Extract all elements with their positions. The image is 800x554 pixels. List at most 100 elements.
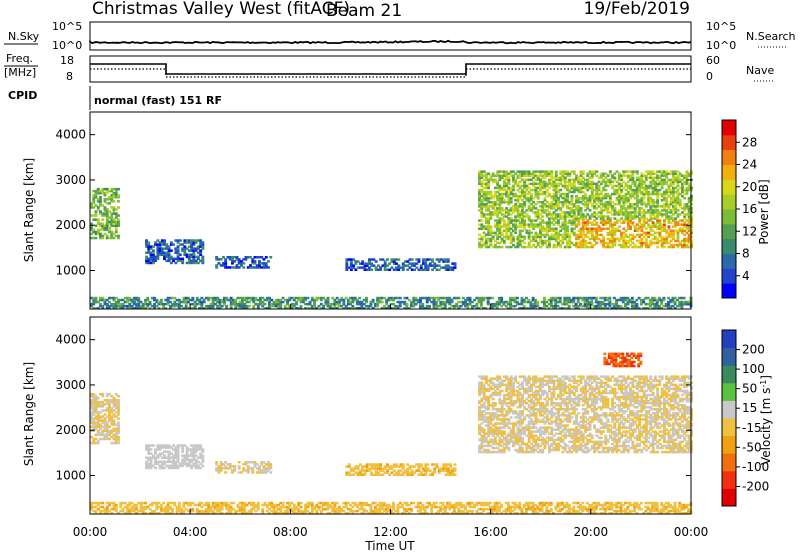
echo-cell-810 [487, 422, 491, 425]
echo-cell-3399 [398, 304, 402, 308]
echo-cell-1904 [597, 199, 601, 202]
echo-cell-3652 [556, 296, 560, 300]
echo-cell-19 [92, 196, 96, 199]
echo-cell-1582 [566, 172, 569, 175]
echo-cell-1046 [509, 434, 513, 437]
echo-cell-1006 [514, 227, 518, 230]
echo-cell-1186 [530, 188, 533, 192]
echo-cell-265 [167, 245, 171, 248]
echo-cell-559 [417, 260, 421, 263]
echo-cell-3813 [648, 302, 652, 306]
echo-cell-868 [491, 391, 495, 395]
echo-cell-3620 [536, 300, 540, 304]
echo-cell-2966 [137, 307, 141, 310]
echo-cell-3784 [630, 307, 634, 310]
echo-cell-2608 [665, 199, 669, 202]
echo-cell-53 [99, 222, 102, 225]
echo-cell-3835 [660, 307, 664, 310]
echo-cell-3508 [466, 304, 470, 308]
echo-cell-1416 [552, 207, 556, 210]
echo-cell-3558 [497, 298, 501, 302]
echo-cell-1274 [539, 192, 542, 196]
echo-cell-2204 [626, 186, 630, 190]
echo-cell-3166 [254, 302, 258, 306]
echo-cell-257 [156, 462, 160, 466]
echo-cell-924 [498, 438, 502, 442]
echo-cell-2057 [613, 229, 617, 232]
echo-cell-568 [379, 469, 383, 472]
echo-cell-452 [267, 266, 270, 269]
echo-cell-1044 [516, 182, 520, 186]
echo-cell-505 [269, 467, 273, 470]
echo-cell-721 [487, 237, 491, 241]
echo-cell-1053 [509, 408, 513, 411]
echo-cell-3000 [157, 302, 161, 306]
echo-cell-1428 [552, 176, 556, 179]
echo-cell-15 [92, 206, 96, 209]
echo-cell-1491 [559, 213, 563, 216]
echo-cell-3798 [637, 307, 641, 310]
echo-cell-203 [149, 253, 153, 256]
echo-cell-2767 [681, 229, 684, 232]
echo-cell-164 [112, 441, 116, 445]
echo-cell-1507 [561, 235, 565, 239]
echo-cell-3520 [473, 298, 476, 302]
echo-cell-647 [480, 235, 484, 239]
echo-cell-3686 [576, 300, 580, 304]
echo-cell-3160 [250, 296, 253, 300]
echo-cell-1440 [554, 215, 558, 218]
echo-cell-652 [480, 215, 484, 218]
echo-cell-2395 [644, 178, 648, 182]
echo-cell-3670 [567, 304, 571, 308]
echo-cell-974 [509, 192, 513, 196]
echo-cell-3374 [383, 304, 386, 308]
echo-cell-228 [156, 239, 160, 242]
echo-cell-881 [493, 428, 497, 431]
echo-cell-1094 [521, 190, 524, 194]
echo-cell-2437 [649, 199, 653, 202]
echo-cell-602 [444, 264, 448, 267]
echo-cell-3136 [238, 304, 242, 308]
echo-cell-211 [151, 253, 155, 256]
echo-cell-429 [217, 469, 221, 472]
echo-cell-86 [99, 392, 102, 396]
echo-cell-146 [112, 208, 116, 211]
echo-cell-700 [478, 426, 481, 429]
echo-cell-3541 [486, 298, 490, 302]
echo-cell-1633 [572, 223, 576, 226]
echo-cell-3588 [518, 302, 522, 306]
echo-cell-182 [145, 259, 148, 263]
echo-cell-82 [99, 411, 102, 414]
echo-cell-972 [502, 446, 506, 450]
echo-cell-117 [105, 433, 109, 437]
echo-cell-366 [199, 239, 203, 242]
echo-cell-1133 [525, 209, 529, 212]
echo-cell-1004 [514, 231, 518, 235]
echo-cell-3839 [662, 304, 666, 308]
echo-cell-3236 [295, 300, 298, 304]
echo-cell-1043 [516, 184, 520, 188]
echo-cell-2175 [624, 199, 628, 202]
echo-cell-2372 [642, 188, 646, 192]
echo-cell-2018 [608, 203, 612, 206]
echo-cell-384 [222, 262, 225, 265]
echo-cell-3484 [448, 296, 452, 300]
echo-cell-933 [507, 235, 511, 239]
echo-cell-132 [108, 437, 111, 441]
echo-cell-769 [482, 391, 486, 395]
echo-cell-2624 [667, 227, 671, 230]
echo-cell-2948 [128, 304, 132, 308]
echo-cell-3533 [479, 296, 483, 300]
echo-cell-1105 [523, 227, 527, 230]
echo-cell-1911 [597, 180, 601, 184]
echo-cell-484 [258, 467, 261, 470]
echo-cell-402 [196, 466, 200, 470]
echo-cell-76 [103, 232, 107, 236]
echo-cell-105 [103, 427, 107, 430]
echo-cell-673 [482, 235, 486, 239]
echo-cell-2559 [660, 192, 664, 196]
echo-cell-1080 [521, 223, 524, 226]
echo-cell-3650 [556, 304, 560, 308]
echo-cell-1042 [516, 188, 520, 192]
